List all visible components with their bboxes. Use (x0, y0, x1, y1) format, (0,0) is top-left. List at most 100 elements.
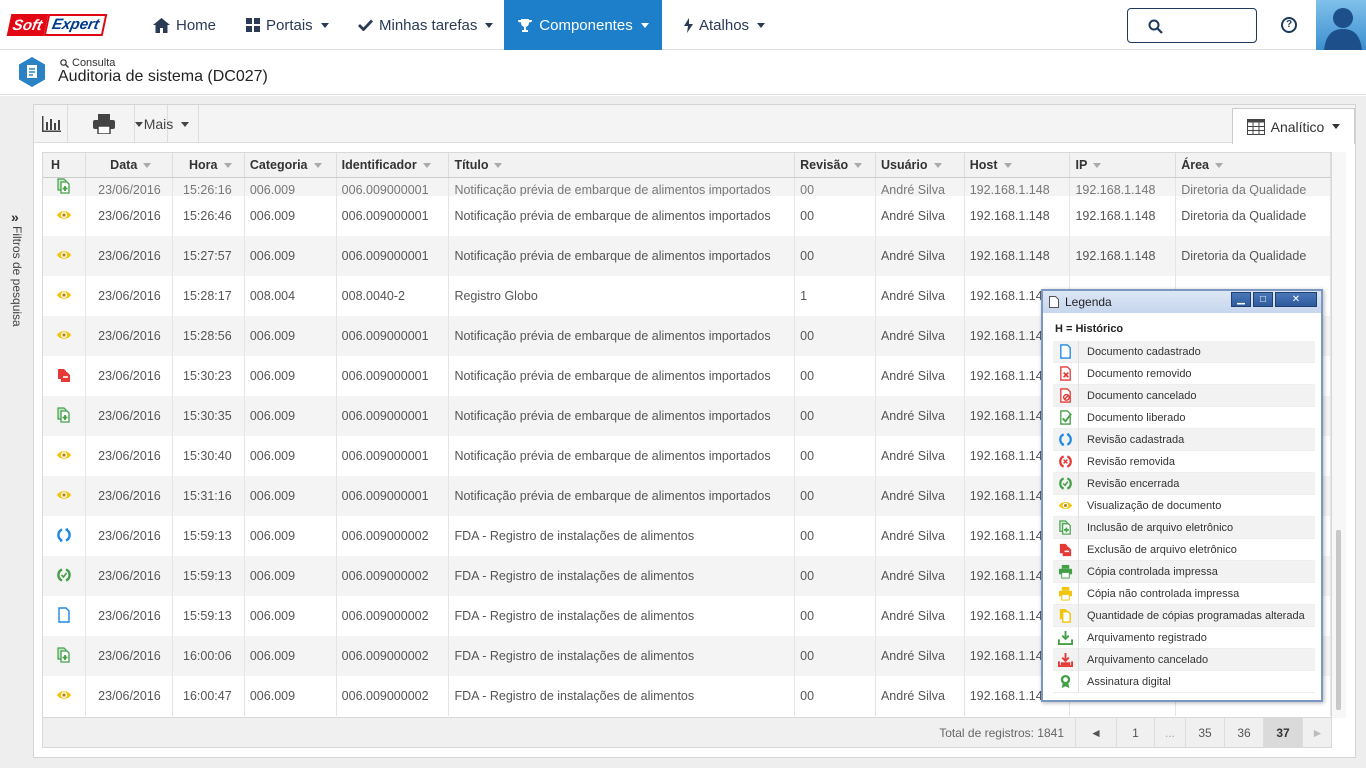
maximize-button[interactable]: □ (1253, 292, 1273, 307)
column-header-host[interactable]: Host (964, 153, 1071, 178)
cell-category: 006.009 (244, 516, 337, 556)
table-row[interactable]: 23/06/2016 15:26:46 006.009 006.009000001 No… (43, 196, 1331, 236)
cell-title: Notificação prévia de embarque de alimen… (448, 476, 796, 516)
help-icon[interactable]: ? (1281, 17, 1297, 33)
cell-category: 006.009 (244, 596, 337, 636)
view-mode-dropdown[interactable]: Analítico (1232, 108, 1355, 144)
legend-window[interactable]: Legenda ▁ □ ✕ H = Histórico Documento ca… (1041, 289, 1323, 702)
cell-identifier: 006.009000001 (336, 316, 450, 356)
nav-home[interactable]: Home (145, 0, 224, 50)
filter-sidebar[interactable]: » Filtros de pesquisa (0, 96, 34, 768)
nav-componentes[interactable]: Componentes (504, 0, 662, 50)
print-button[interactable] (68, 105, 168, 143)
legend-item: Documento cancelado (1053, 384, 1315, 407)
search-icon (1148, 19, 1163, 34)
filter-sidebar-label: Filtros de pesquisa (10, 226, 24, 327)
page-37-button[interactable]: 37 (1263, 718, 1302, 748)
page-36-button[interactable]: 36 (1224, 718, 1263, 748)
file-add-icon (43, 396, 87, 436)
column-header-ip[interactable]: IP (1069, 153, 1177, 178)
nav-minhas-tarefas[interactable]: Minhas tarefas (350, 0, 501, 50)
chart-button[interactable] (34, 105, 68, 143)
chevron-down-icon (757, 22, 766, 28)
legend-item-label: Documento liberado (1087, 411, 1186, 424)
cell-title: Notificação prévia de embarque de alimen… (448, 436, 796, 476)
next-page-button[interactable]: ► (1302, 718, 1332, 748)
copies-icon (1053, 604, 1079, 627)
cell-user: André Silva (875, 596, 965, 636)
bolt-icon (684, 17, 693, 33)
legend-item-label: Documento cadastrado (1087, 345, 1201, 358)
page-35-button[interactable]: 35 (1185, 718, 1224, 748)
cell-ip: 192.168.1.148 (1069, 196, 1177, 236)
legend-item-label: Arquivamento cancelado (1087, 653, 1209, 666)
top-navbar: Soft Expert Home Portais Minhas tarefas … (0, 0, 1366, 50)
cell-time: 15:59:13 (172, 596, 245, 636)
close-button[interactable]: ✕ (1275, 292, 1317, 307)
table-row[interactable]: 23/06/2016 15:26:16 006.009 006.009000001 No… (43, 177, 1331, 196)
cell-title: Notificação prévia de embarque de alimen… (448, 356, 796, 396)
cell-category: 006.009 (244, 556, 337, 596)
signature-icon (1053, 670, 1079, 693)
legend-item: Arquivamento cancelado (1053, 648, 1315, 671)
cell-revision: 00 (794, 356, 876, 396)
softexpert-logo[interactable]: Soft Expert (6, 14, 108, 36)
column-header-area[interactable]: Área (1175, 153, 1331, 178)
breadcrumb[interactable]: Consulta (60, 57, 115, 69)
nav-atalhos-label: Atalhos (699, 16, 750, 34)
page-1-button[interactable]: 1 (1116, 718, 1154, 748)
cell-user: André Silva (875, 396, 965, 436)
legend-item-label: Exclusão de arquivo eletrônico (1087, 543, 1237, 556)
avatar[interactable] (1316, 0, 1366, 50)
print-yellow-icon (1053, 582, 1079, 605)
column-header-identificador[interactable]: Identificador (336, 153, 450, 178)
legend-item: Inclusão de arquivo eletrônico (1053, 516, 1315, 539)
cell-user: André Silva (875, 236, 965, 276)
view-mode-label: Analítico (1270, 118, 1325, 135)
cell-time: 15:26:46 (172, 196, 245, 236)
cell-time: 15:59:13 (172, 556, 245, 596)
cell-date: 23/06/2016 (85, 276, 174, 316)
column-header-h[interactable]: H (43, 153, 87, 178)
legend-title: Legenda (1065, 295, 1112, 309)
column-header-categoria[interactable]: Categoria (244, 153, 337, 178)
nav-atalhos[interactable]: Atalhos (676, 0, 773, 50)
table-row[interactable]: 23/06/2016 15:27:57 006.009 006.009000001 No… (43, 236, 1331, 276)
column-header-titulo[interactable]: Título (448, 153, 796, 178)
check-icon (358, 19, 373, 31)
cell-date: 23/06/2016 (85, 476, 174, 516)
legend-header: H = Histórico (1055, 323, 1124, 335)
minimize-button[interactable]: ▁ (1231, 292, 1251, 307)
cell-identifier: 006.009000001 (336, 436, 450, 476)
cell-date: 23/06/2016 (85, 556, 174, 596)
cell-user: André Silva (875, 476, 965, 516)
cell-title: Notificação prévia de embarque de alimen… (448, 196, 796, 236)
scrollbar-thumb[interactable] (1336, 530, 1341, 710)
legend-list: Documento cadastrado Documento removido Do… (1053, 340, 1315, 693)
sort-icon (422, 162, 431, 168)
column-header-revisao[interactable]: Revisão (794, 153, 876, 178)
cell-revision: 00 (794, 396, 876, 436)
bar-chart-icon (41, 116, 61, 132)
vertical-scrollbar[interactable] (1332, 152, 1346, 718)
print-green-icon (1053, 560, 1079, 583)
nav-portais[interactable]: Portais (238, 0, 337, 50)
toolbar-divider (134, 105, 135, 143)
cell-date: 23/06/2016 (85, 436, 174, 476)
legend-title-bar[interactable]: Legenda ▁ □ ✕ (1043, 291, 1321, 313)
search-input[interactable] (1127, 8, 1257, 43)
cell-user: André Silva (875, 316, 965, 356)
cell-identifier: 006.009000002 (336, 676, 450, 716)
prev-page-button[interactable]: ◄ (1075, 718, 1116, 748)
total-records: Total de registros: 1841 (939, 726, 1064, 740)
column-header-usuario[interactable]: Usuário (875, 153, 965, 178)
column-header-data[interactable]: Data (85, 153, 174, 178)
sort-icon (223, 162, 232, 168)
cell-category: 006.009 (244, 316, 337, 356)
more-button[interactable]: Mais (135, 105, 199, 143)
legend-item: Documento removido (1053, 362, 1315, 385)
eye-icon (1053, 494, 1079, 517)
page-title: Auditoria de sistema (DC027) (58, 68, 268, 85)
column-header-hora[interactable]: Hora (172, 153, 245, 178)
double-chevron-right-icon[interactable]: » (11, 209, 19, 225)
